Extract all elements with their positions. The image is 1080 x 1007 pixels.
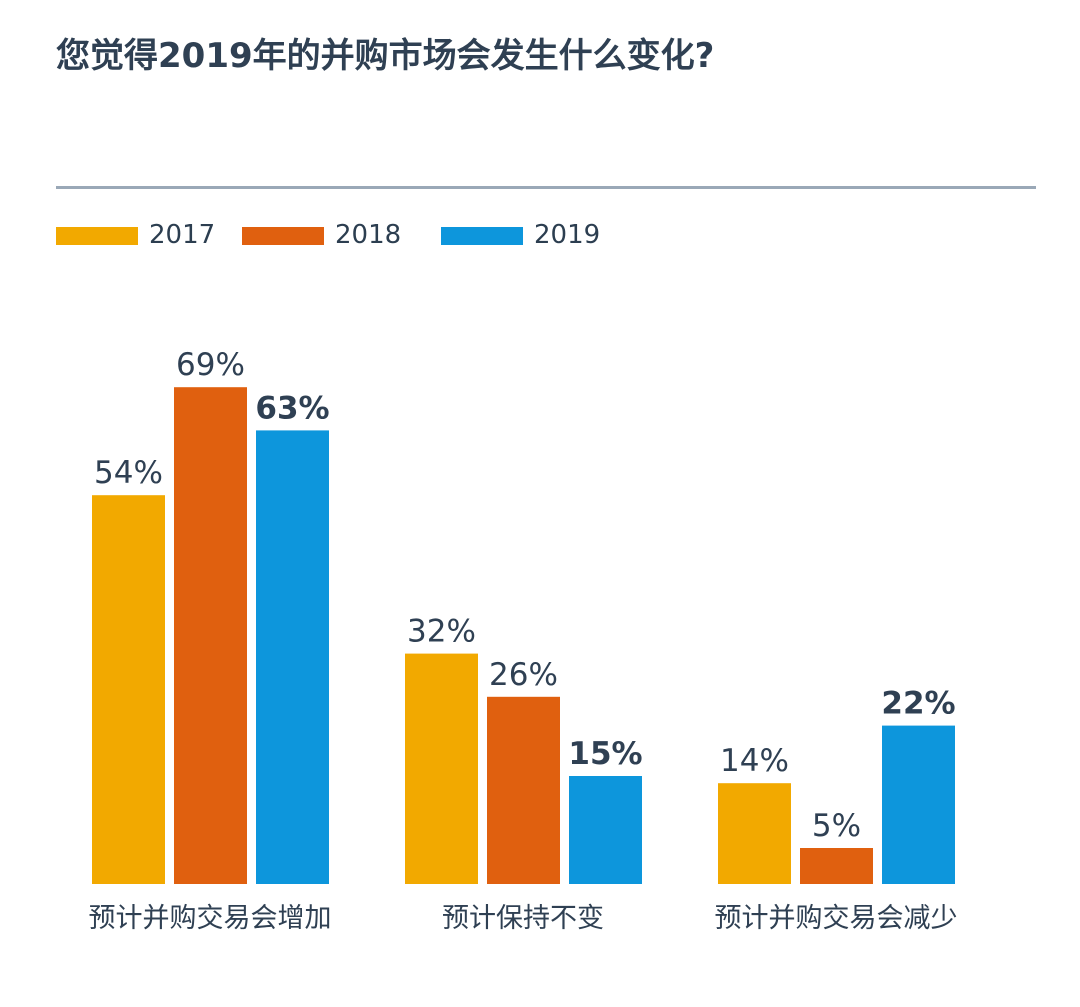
bar-2018-2 <box>800 848 873 884</box>
legend-swatch-2019 <box>441 227 523 245</box>
legend-swatch-2018 <box>242 227 324 245</box>
data-label-2018-1: 26% <box>489 657 558 693</box>
data-label-2019-2: 22% <box>881 686 955 722</box>
legend-swatch-2017 <box>56 227 138 245</box>
bar-2018-1 <box>487 696 560 884</box>
bar-2017-1 <box>405 653 478 884</box>
data-label-2019-1: 15% <box>568 736 642 772</box>
bar-2017-0 <box>92 495 165 884</box>
chart-title: 您觉得2019年的并购市场会发生什么变化? <box>56 36 715 76</box>
data-label-2017-1: 32% <box>407 614 476 650</box>
legend-label-2018: 2018 <box>335 220 402 250</box>
category-label-2: 预计并购交易会减少 <box>715 903 958 934</box>
data-label-2019-0: 63% <box>255 390 329 426</box>
category-label-0: 预计并购交易会增加 <box>89 903 332 934</box>
category-label-1: 预计保持不变 <box>442 903 604 934</box>
bar-2019-1 <box>569 776 642 884</box>
data-label-2018-0: 69% <box>176 347 245 383</box>
bar-2019-2 <box>882 725 955 884</box>
legend-label-2017: 2017 <box>149 220 216 250</box>
data-label-2018-2: 5% <box>812 808 861 844</box>
bar-2019-0 <box>256 430 329 884</box>
bar-2018-0 <box>174 387 247 884</box>
title-divider <box>56 186 1036 189</box>
data-label-2017-2: 14% <box>720 743 789 779</box>
data-label-2017-0: 54% <box>94 455 163 491</box>
legend-label-2019: 2019 <box>534 220 601 250</box>
bar-2017-2 <box>718 783 791 884</box>
